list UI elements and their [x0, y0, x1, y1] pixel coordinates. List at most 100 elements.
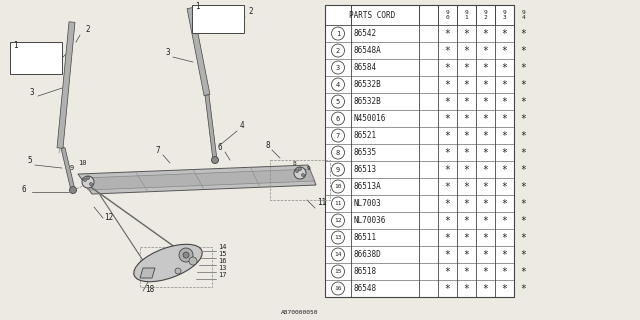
Circle shape — [296, 170, 298, 172]
Text: 9
2: 9 2 — [484, 10, 488, 20]
Text: 14: 14 — [334, 252, 342, 257]
Text: *: * — [502, 267, 508, 276]
Text: 6: 6 — [22, 185, 27, 194]
Text: *: * — [520, 97, 527, 107]
Text: *: * — [463, 114, 469, 124]
Text: *: * — [483, 284, 488, 293]
Text: 10: 10 — [78, 160, 86, 166]
Text: 7: 7 — [336, 132, 340, 139]
Text: 5: 5 — [27, 156, 31, 165]
Circle shape — [183, 252, 189, 258]
Circle shape — [189, 257, 197, 265]
Text: PARTS CORD: PARTS CORD — [349, 11, 395, 20]
Text: *: * — [445, 28, 451, 39]
Text: *: * — [502, 284, 508, 293]
Text: 86548A: 86548A — [354, 46, 381, 55]
Text: 86638D: 86638D — [354, 250, 381, 259]
Text: *: * — [483, 28, 488, 39]
Text: *: * — [463, 164, 469, 174]
Text: *: * — [483, 131, 488, 140]
Text: *: * — [445, 250, 451, 260]
Text: *: * — [445, 216, 451, 226]
Text: 17: 17 — [218, 272, 227, 278]
Text: 15: 15 — [334, 269, 342, 274]
Text: *: * — [445, 233, 451, 243]
Bar — [325, 5, 514, 297]
Text: *: * — [502, 45, 508, 56]
Circle shape — [83, 179, 86, 181]
Text: NL7003: NL7003 — [354, 199, 381, 208]
Text: 1: 1 — [195, 2, 200, 11]
Text: *: * — [463, 28, 469, 39]
Text: *: * — [463, 45, 469, 56]
Text: *: * — [483, 250, 488, 260]
Text: 2: 2 — [85, 25, 90, 34]
Text: *: * — [520, 45, 527, 56]
Ellipse shape — [134, 244, 202, 282]
Text: *: * — [483, 164, 488, 174]
Text: *: * — [463, 80, 469, 90]
Polygon shape — [82, 169, 315, 190]
Text: 9: 9 — [70, 165, 74, 171]
Text: *: * — [463, 284, 469, 293]
Polygon shape — [140, 268, 155, 278]
Text: 86532B: 86532B — [354, 80, 381, 89]
Circle shape — [211, 156, 218, 164]
Text: *: * — [445, 181, 451, 192]
Text: *: * — [520, 233, 527, 243]
Text: 86513: 86513 — [354, 165, 377, 174]
Text: *: * — [483, 80, 488, 90]
Text: 2: 2 — [336, 48, 340, 53]
Text: *: * — [483, 114, 488, 124]
Text: *: * — [520, 198, 527, 209]
Text: *: * — [483, 97, 488, 107]
Text: *: * — [502, 233, 508, 243]
Text: *: * — [445, 267, 451, 276]
Text: *: * — [520, 148, 527, 157]
Text: 10: 10 — [334, 184, 342, 189]
Text: *: * — [483, 198, 488, 209]
Text: 9
3: 9 3 — [502, 10, 506, 20]
Circle shape — [179, 248, 193, 262]
Text: NL70036: NL70036 — [354, 216, 387, 225]
Text: *: * — [502, 250, 508, 260]
Text: 14: 14 — [218, 244, 227, 250]
Polygon shape — [205, 95, 217, 160]
Polygon shape — [61, 148, 75, 190]
Text: 86535: 86535 — [354, 148, 377, 157]
Text: *: * — [502, 131, 508, 140]
Text: *: * — [520, 62, 527, 73]
Text: *: * — [483, 45, 488, 56]
Text: *: * — [520, 164, 527, 174]
Text: *: * — [445, 114, 451, 124]
Text: 86584: 86584 — [354, 63, 377, 72]
Text: 1: 1 — [13, 41, 18, 50]
Circle shape — [298, 168, 301, 171]
Bar — [10, 42, 62, 74]
Text: *: * — [445, 148, 451, 157]
Text: *: * — [483, 233, 488, 243]
Text: 8: 8 — [265, 141, 269, 150]
Text: *: * — [502, 198, 508, 209]
Text: *: * — [520, 181, 527, 192]
Text: *: * — [445, 45, 451, 56]
Text: 9: 9 — [307, 166, 311, 171]
Text: *: * — [502, 148, 508, 157]
Text: 86532B: 86532B — [354, 97, 381, 106]
Text: *: * — [463, 148, 469, 157]
Text: 86542: 86542 — [354, 29, 377, 38]
Text: 16: 16 — [218, 258, 227, 264]
Circle shape — [82, 176, 94, 188]
Text: *: * — [483, 148, 488, 157]
Text: 13: 13 — [334, 235, 342, 240]
Text: *: * — [520, 80, 527, 90]
Text: *: * — [463, 62, 469, 73]
Text: 16: 16 — [334, 286, 342, 291]
Text: 3: 3 — [336, 65, 340, 70]
Text: *: * — [502, 216, 508, 226]
Text: *: * — [463, 250, 469, 260]
Text: *: * — [502, 97, 508, 107]
Text: 6: 6 — [336, 116, 340, 122]
Text: 4: 4 — [336, 82, 340, 88]
Text: *: * — [520, 28, 527, 39]
